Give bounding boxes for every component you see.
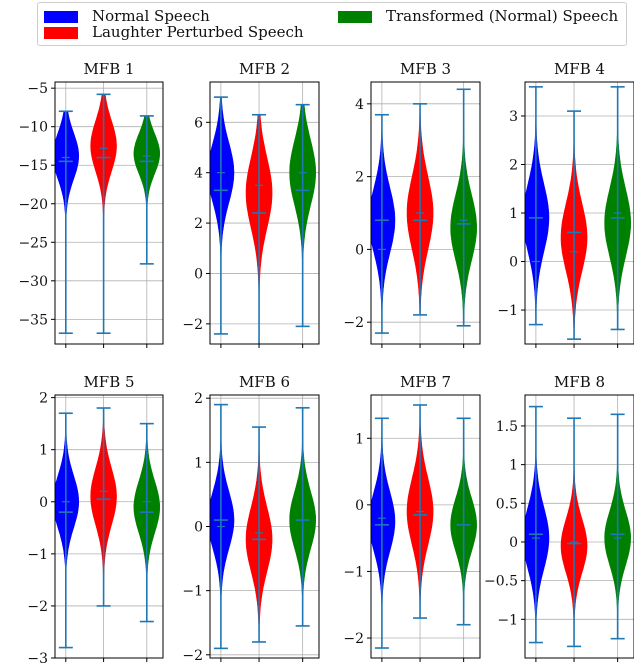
y-tick-label: 0 — [509, 255, 518, 271]
subplot-title: MFB 4 — [554, 60, 605, 78]
y-tick-label: 1 — [355, 431, 364, 447]
y-tick-label: −5 — [27, 81, 48, 97]
y-tick-label: −1 — [182, 584, 203, 600]
legend-swatch-transformed — [338, 11, 372, 23]
plot-area — [525, 405, 631, 648]
y-tick-label: −25 — [18, 235, 48, 251]
y-tick-label: −10 — [18, 120, 48, 136]
y-tick-label: 1.5 — [496, 419, 518, 435]
y-tick-label: −2 — [182, 317, 203, 333]
y-tick-label: −20 — [18, 197, 48, 213]
y-tick-label: −1 — [497, 303, 518, 319]
y-tick-label: −1 — [497, 612, 518, 628]
y-tick-label: 6 — [194, 115, 203, 131]
axes-frame — [370, 394, 481, 659]
y-tick-label: 1 — [39, 443, 48, 459]
y-tick-label: −15 — [18, 158, 48, 174]
legend-label-laughter: Laughter Perturbed Speech — [92, 23, 304, 41]
y-tick-label: −1 — [27, 547, 48, 563]
axes-frame — [370, 81, 481, 345]
y-tick-label: 0 — [509, 535, 518, 551]
y-tick-label: 4 — [355, 97, 364, 113]
plot-area — [525, 86, 631, 340]
legend-label-transformed: Transformed (Normal) Speech — [386, 7, 619, 25]
plot-area — [210, 96, 316, 344]
axes-frame — [209, 81, 320, 345]
subplot-title: MFB 3 — [400, 60, 451, 78]
y-tick-label: 2 — [194, 216, 203, 232]
plot-area — [210, 403, 316, 650]
y-tick-label: −0.5 — [484, 574, 518, 590]
y-tick-label: −2 — [182, 648, 203, 663]
subplot-3: −2 0 2 4 MFB 3 — [343, 60, 481, 348]
y-tick-label: −1 — [343, 564, 364, 580]
y-tick-label: 0 — [355, 498, 364, 514]
subplot-8: −1 −0.5 0 0.5 1 1.5 MFB 8 — [484, 373, 634, 662]
subplot-6: −2 −1 0 1 2 MFB 6 — [182, 373, 320, 663]
legend-swatch-normal — [44, 11, 78, 23]
subplot-title: MFB 1 — [83, 60, 134, 78]
y-tick-label: −2 — [343, 315, 364, 331]
violin-1 — [525, 406, 550, 643]
subplot-5: −3 −2 −1 0 1 2 MFB 5 — [27, 373, 164, 663]
y-tick-label: 0 — [194, 520, 203, 536]
plot-area — [55, 407, 161, 649]
y-tick-label: 1 — [194, 455, 203, 471]
subplot-title: MFB 7 — [400, 373, 451, 391]
y-tick-label: 1 — [509, 458, 518, 474]
y-tick-label: 2 — [509, 157, 518, 173]
subplot-title: MFB 2 — [239, 60, 290, 78]
y-tick-label: −35 — [18, 312, 48, 328]
y-tick-label: 0 — [355, 242, 364, 258]
y-tick-label: 3 — [509, 109, 518, 125]
subplot-1: −35 −30 −25 −20 −15 −10 −5 MFB 1 — [18, 60, 164, 348]
y-tick-label: −3 — [27, 651, 48, 663]
subplot-4: −1 0 1 2 3 MFB 4 — [497, 60, 634, 348]
subplot-title: MFB 5 — [83, 373, 134, 391]
y-tick-label: 0 — [39, 495, 48, 511]
y-tick-label: 1 — [509, 206, 518, 222]
y-tick-label: 0 — [194, 266, 203, 282]
subplot-title: MFB 6 — [239, 373, 290, 391]
y-tick-label: 0.5 — [496, 496, 518, 512]
y-tick-label: −30 — [18, 274, 48, 290]
subplot-title: MFB 8 — [554, 373, 605, 391]
axes-frame — [524, 394, 634, 659]
plot-area — [371, 88, 477, 334]
legend: Normal Speech Laughter Perturbed Speech … — [37, 2, 627, 46]
subplot-7: −2 −1 0 1 MFB 7 — [343, 373, 481, 662]
axes-frame — [54, 394, 164, 659]
axes-frame — [54, 81, 164, 345]
legend-swatch-laughter — [44, 27, 78, 39]
subplot-2: −2 0 2 4 6 MFB 2 — [182, 60, 320, 348]
legend-label-normal: Normal Speech — [92, 7, 210, 25]
y-tick-label: 2 — [39, 391, 48, 407]
y-tick-label: 2 — [355, 170, 364, 186]
y-tick-label: 2 — [194, 391, 203, 407]
plot-area — [55, 93, 161, 335]
y-tick-label: −2 — [27, 599, 48, 615]
y-tick-label: −2 — [343, 631, 364, 647]
plot-area — [371, 404, 477, 649]
y-tick-label: 4 — [194, 166, 203, 182]
